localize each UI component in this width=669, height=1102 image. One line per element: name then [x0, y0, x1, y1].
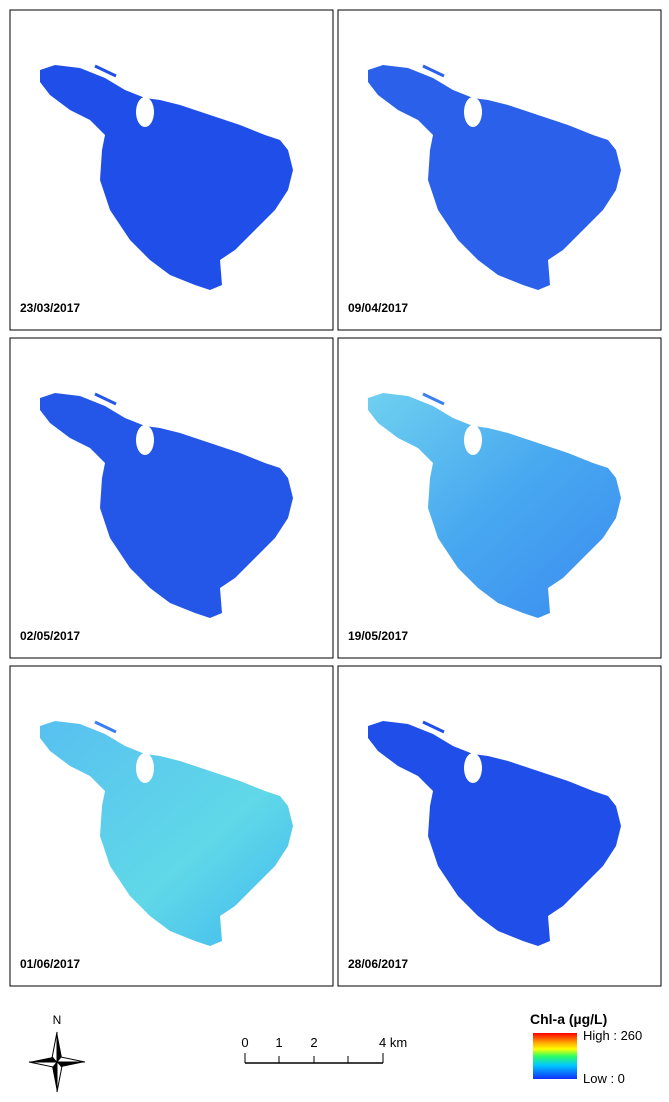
scale-label: 4 km [379, 1035, 407, 1050]
scale-label: 1 [275, 1035, 282, 1050]
map-panel: 02/05/2017 [9, 337, 334, 659]
panel-date: 19/05/2017 [348, 629, 408, 643]
lake [40, 393, 293, 618]
island [464, 753, 482, 783]
panel-date: 28/06/2017 [348, 957, 408, 971]
panel-date: 09/04/2017 [348, 301, 408, 315]
lake-strip [94, 392, 117, 406]
scale-label: 0 [241, 1035, 248, 1050]
island [136, 425, 154, 455]
legend: Chl-a (µg/L) High : 260 Low : 0 [530, 1011, 642, 1086]
lake-strip [422, 392, 445, 406]
panel-date: 01/06/2017 [20, 957, 80, 971]
island [464, 97, 482, 127]
map-panel: 23/03/2017 [9, 9, 334, 331]
lake [368, 393, 621, 618]
scale-label: 2 [310, 1035, 317, 1050]
legend-high: High : 260 [583, 1028, 642, 1043]
lake [40, 721, 293, 946]
panel-date: 23/03/2017 [20, 301, 80, 315]
lake [368, 721, 621, 946]
panel-date: 02/05/2017 [20, 629, 80, 643]
legend-low: Low : 0 [583, 1071, 625, 1086]
lake-strip [422, 64, 445, 78]
map-panel: 28/06/2017 [337, 665, 662, 987]
north-label: N [53, 1013, 62, 1027]
lake [368, 65, 621, 290]
island [136, 753, 154, 783]
lake [40, 65, 293, 290]
lake-strip [94, 720, 117, 734]
scale-bar: 0 1 2 4 km [241, 1035, 407, 1064]
map-panel: 01/06/2017 [9, 665, 334, 987]
lake-strip [94, 64, 117, 78]
island [136, 97, 154, 127]
map-panel: 09/04/2017 [337, 9, 662, 331]
island [464, 425, 482, 455]
legend-title: Chl-a (µg/L) [530, 1011, 607, 1027]
lake-strip [422, 720, 445, 734]
panels: 23/03/2017 09/04/2017 02/05/2017 19/05/2017… [9, 9, 662, 987]
color-ramp [533, 1033, 577, 1079]
north-arrow: N [28, 1013, 86, 1093]
map-panel: 19/05/2017 [337, 337, 662, 659]
